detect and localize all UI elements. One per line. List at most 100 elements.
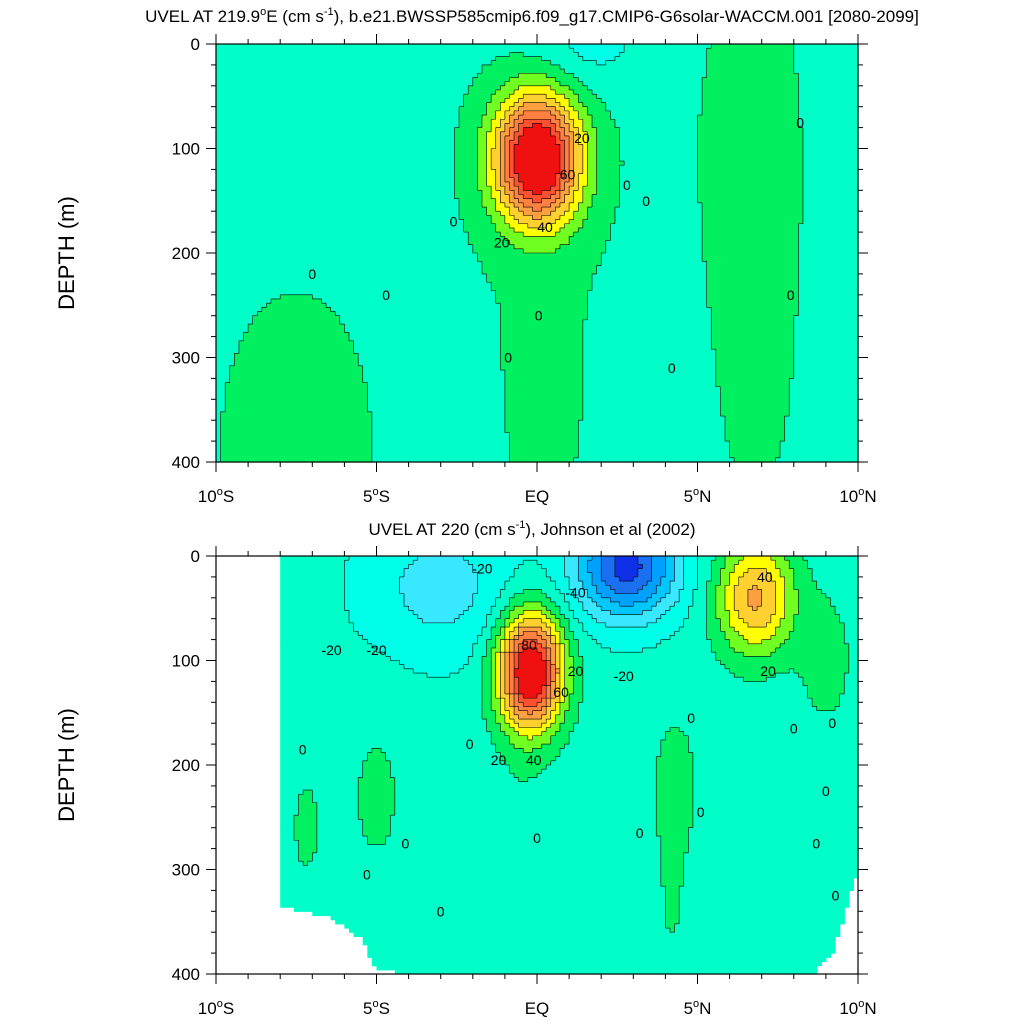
contour-band xyxy=(844,685,859,691)
contour-band xyxy=(280,827,295,833)
contour-label: 60 xyxy=(560,167,576,183)
contour-band xyxy=(541,610,552,616)
contour-band xyxy=(495,115,506,120)
contour-band xyxy=(692,773,859,779)
contour-band xyxy=(514,110,524,116)
contour-band xyxy=(523,181,556,187)
contour-band xyxy=(280,861,304,866)
contour-band xyxy=(541,564,566,570)
contour-band xyxy=(660,748,689,754)
contour-band xyxy=(578,135,589,141)
contour-band xyxy=(509,173,520,179)
contour-band xyxy=(293,831,318,837)
contour-band xyxy=(509,152,515,158)
contour-band xyxy=(729,449,781,455)
contour-band xyxy=(578,115,593,120)
contour-band xyxy=(569,647,579,653)
contour-band xyxy=(500,161,506,166)
contour-band xyxy=(569,190,575,196)
contour-band xyxy=(592,115,611,120)
contour-band xyxy=(312,794,359,800)
contour-band xyxy=(697,135,804,141)
contour-band xyxy=(582,416,726,421)
contour-band xyxy=(614,219,703,225)
contour-band xyxy=(509,457,575,463)
contour-band xyxy=(514,102,524,108)
contour-band xyxy=(812,702,841,708)
contour-band xyxy=(491,186,497,191)
contour-band xyxy=(569,98,579,104)
contour-band xyxy=(660,597,680,603)
contour-band xyxy=(559,622,570,628)
contour-band xyxy=(559,148,566,154)
contour-band xyxy=(500,727,515,733)
contour-band xyxy=(546,647,552,653)
contour-label: 40 xyxy=(537,219,553,235)
contour-band xyxy=(559,685,566,691)
contour-band xyxy=(518,207,534,212)
contour-band xyxy=(514,673,547,678)
contour-band xyxy=(619,156,699,162)
contour-band xyxy=(550,677,556,682)
contour-band xyxy=(316,848,662,854)
contour-band xyxy=(559,635,566,641)
contour-band xyxy=(798,232,859,237)
contour-band xyxy=(656,777,694,783)
contour-band xyxy=(459,106,488,112)
contour-band xyxy=(385,840,662,846)
contour-band xyxy=(582,148,589,154)
contour-band xyxy=(408,606,469,611)
contour-band xyxy=(477,156,488,162)
contour-band xyxy=(706,69,795,74)
contour-band xyxy=(550,647,556,653)
contour-band xyxy=(610,223,703,229)
contour-band xyxy=(683,576,699,582)
contour-band xyxy=(587,311,712,317)
contour-band xyxy=(550,656,556,662)
contour-band xyxy=(798,123,859,129)
contour-band xyxy=(697,581,708,586)
contour-band xyxy=(477,589,501,595)
contour-band xyxy=(504,378,584,384)
contour-band xyxy=(656,756,694,762)
contour-band xyxy=(477,257,602,262)
contour-band xyxy=(225,399,368,405)
contour-band xyxy=(504,416,584,421)
contour-band xyxy=(500,140,506,145)
contour-band xyxy=(601,257,703,262)
contour-band xyxy=(619,148,699,154)
contour-band xyxy=(504,215,515,221)
contour-band xyxy=(216,194,456,200)
contour-band xyxy=(293,815,318,820)
contour-band xyxy=(509,77,556,83)
y-tick-label: 300 xyxy=(172,861,200,880)
contour-label: 0 xyxy=(642,193,650,209)
contour-band xyxy=(280,593,345,599)
contour-band xyxy=(555,664,561,670)
contour-band xyxy=(216,211,460,216)
contour-band xyxy=(514,135,520,141)
contour-band xyxy=(514,664,520,670)
contour-band xyxy=(592,282,708,288)
contour-band xyxy=(656,760,694,766)
contour-band xyxy=(509,436,579,442)
contour-band xyxy=(734,585,754,591)
contour-band xyxy=(798,81,859,87)
contour-band xyxy=(725,416,786,421)
contour-band xyxy=(578,453,731,459)
contour-band xyxy=(371,428,506,434)
contour-label: 0 xyxy=(636,825,644,841)
contour-band xyxy=(844,627,859,632)
contour-band xyxy=(541,56,584,62)
contour-band xyxy=(729,581,740,586)
contour-band xyxy=(569,643,579,649)
contour-band xyxy=(587,177,598,183)
contour-band xyxy=(702,202,804,208)
contour-band xyxy=(569,135,575,141)
contour-band xyxy=(514,652,520,657)
contour-band xyxy=(559,64,708,70)
contour-band xyxy=(514,181,524,187)
contour-band xyxy=(546,652,552,657)
contour-band xyxy=(495,207,511,212)
contour-band xyxy=(541,706,547,712)
